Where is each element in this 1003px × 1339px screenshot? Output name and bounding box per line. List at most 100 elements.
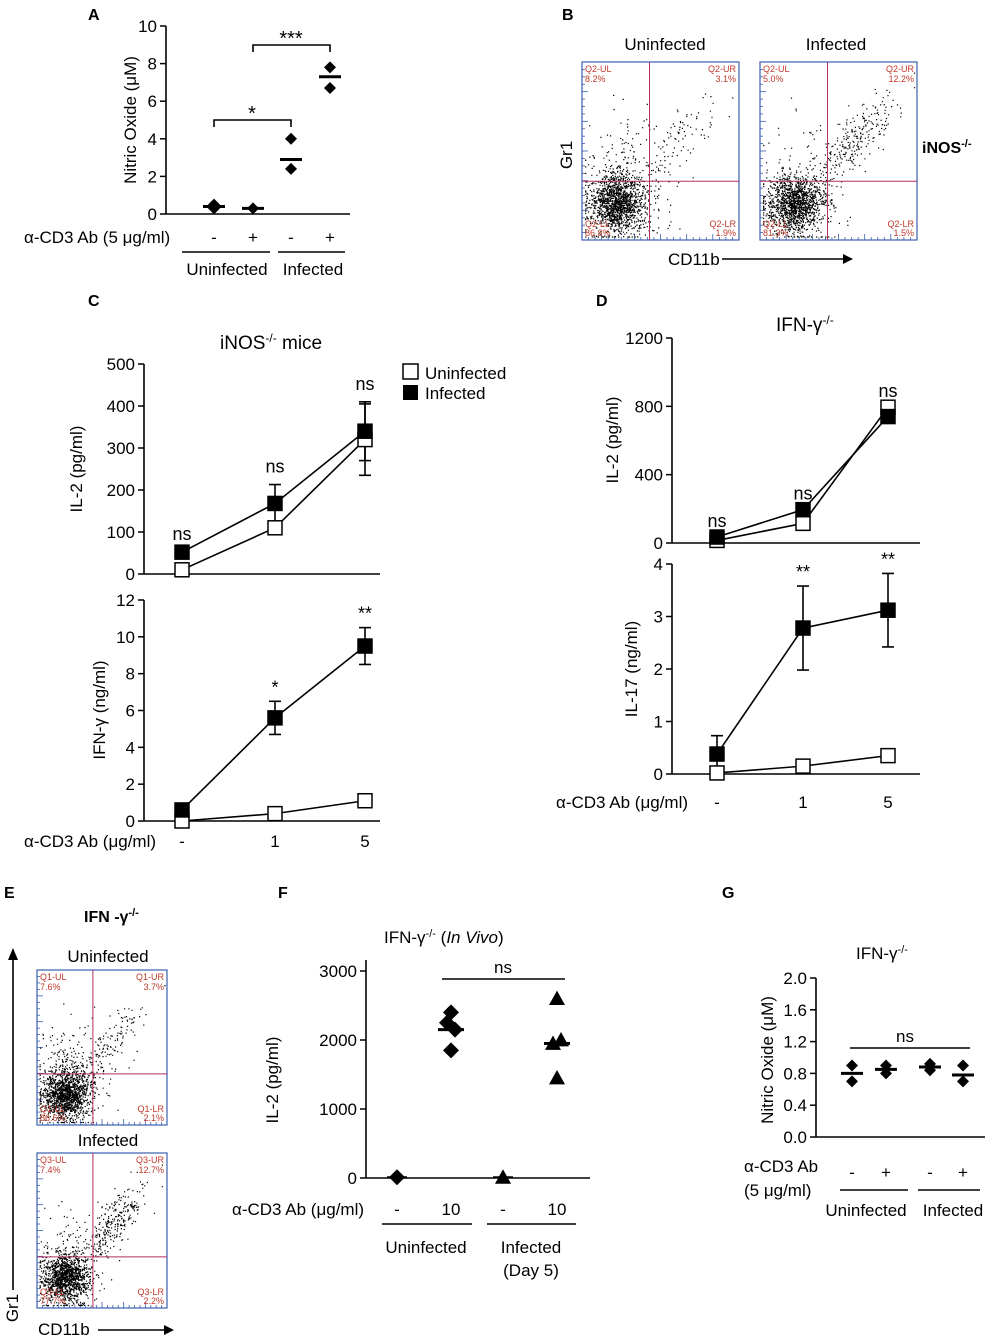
panel-d-cat-0: -	[714, 793, 720, 812]
panel-f-ytick-label-1: 1000	[319, 1100, 357, 1119]
panel-d-cat-2: 5	[883, 793, 892, 812]
panel-f-group-2-sub: (Day 5)	[503, 1261, 559, 1280]
panel-b-label: B	[562, 7, 574, 24]
panel-d-cat-1: 1	[798, 793, 807, 812]
panel-f-treatment-label: α-CD3 Ab (μg/ml)	[232, 1200, 364, 1219]
panel-b-flow-1-ul-name: Q2-UL	[585, 64, 612, 74]
panel-g-title: IFN-γ-/-	[856, 944, 908, 963]
panel-f: F IFN-γ-/- (In Vivo) IL-2 (pg/ml) 0 1000 2…	[232, 885, 590, 1280]
panel-c: C iNOS-/- mice Uninfected Infected IL-2 …	[24, 293, 506, 851]
panel-g-point-0-1	[846, 1075, 858, 1088]
panel-a-treatment-label: α-CD3 Ab (5 μg/ml)	[24, 228, 170, 247]
panel-b-flow-2-ur-value: 12.2%	[888, 74, 914, 84]
panel-g-treatment-label-1: α-CD3 Ab	[744, 1157, 818, 1176]
panel-e-flow-2-ur-value: 12.7%	[138, 1165, 164, 1175]
panel-f-ytick-label-3: 3000	[319, 962, 357, 981]
panel-e-flow-2-ur-name: Q3-UR	[136, 1155, 165, 1165]
panel-g-point-3-0	[957, 1059, 969, 1072]
panel-d-bottom-sig-1: **	[796, 562, 810, 582]
panel-a-group-1: Uninfected	[186, 260, 267, 279]
panel-c-bottom-point-1-0	[174, 802, 190, 818]
panel-b-flow-1-ll-name: Q2-LL	[585, 219, 610, 229]
panel-e-flow-1-ur-name: Q1-UR	[136, 972, 165, 982]
panel-b-flow-2-ur-name: Q2-UR	[886, 64, 915, 74]
panel-a-ytick-label-1: 2	[148, 167, 157, 186]
panel-g-y-label: Nitric Oxide (μM)	[758, 996, 777, 1124]
panel-f-ytick-label-2: 2000	[319, 1031, 357, 1050]
panel-f-sig: ns	[494, 958, 512, 977]
panel-g-point-0-0	[846, 1059, 858, 1072]
panel-a-marks	[203, 61, 341, 215]
panel-e-flow-2-ul-name: Q3-UL	[40, 1155, 67, 1165]
panel-g-label: G	[722, 885, 734, 902]
panel-e-flow-1-ll-name: Q1-LL	[40, 1104, 65, 1114]
panel-d-bottom-marks: 0 1 2 3 4 ** **	[654, 549, 896, 784]
panel-g-ytick-label-2: 0.8	[783, 1064, 807, 1083]
panel-g-ytick-label-1: 0.4	[783, 1096, 807, 1115]
panel-a: A 0 2 4 6 8 10 Nitric Oxide (μM) * *** α-CD3 …	[24, 7, 350, 279]
panel-c-top-ytick-label-0: 0	[126, 565, 135, 584]
panel-a-point-3-0	[324, 82, 336, 95]
panel-e-flow-2-lr-name: Q3-LR	[137, 1287, 164, 1297]
panel-c-top-point-0-1	[267, 520, 283, 536]
panel-e-x-label: CD11b	[38, 1320, 90, 1339]
panel-a-sig-2: ***	[279, 28, 303, 50]
panel-a-point-3-1	[324, 61, 336, 74]
panel-d-top-y-label: IL-2 (pg/ml)	[603, 397, 622, 484]
panel-a-bracket-2	[252, 44, 331, 52]
panel-d-categories: - 1 5	[714, 793, 893, 812]
panel-c-top-point-1-0	[174, 544, 190, 560]
panel-f-point-3-0	[549, 990, 565, 1005]
panel-g-point-1-0	[880, 1059, 892, 1072]
panel-b-x-arrowhead	[843, 254, 853, 264]
panel-c-bottom-ytick-label-2: 4	[126, 738, 135, 757]
panel-g-treat-1: -	[849, 1163, 855, 1182]
panel-f-treat-1: -	[394, 1200, 400, 1219]
panel-d-top-marks: 0 400 800 1200 ns ns ns	[625, 329, 897, 553]
panel-g-treat-2: +	[881, 1163, 891, 1182]
panel-g-group-2: Infected	[923, 1201, 984, 1220]
panel-f-marks: 0 1000 2000 3000	[319, 962, 570, 1188]
panel-b-flow-1-ul-value: 8.2%	[585, 74, 606, 84]
panel-a-point-0-1	[208, 198, 220, 211]
panel-e-x-arrowhead	[164, 1325, 174, 1335]
panel-g-ytick-label-5: 2.0	[783, 969, 807, 988]
panel-g-group-1: Uninfected	[825, 1201, 906, 1220]
panel-c-top-ytick-label-5: 500	[107, 355, 135, 374]
panel-f-point-3-2	[545, 1035, 561, 1050]
panel-a-y-label: Nitric Oxide (μM)	[121, 56, 140, 184]
panel-c-top-sig-2: ns	[355, 374, 374, 394]
panel-c-bottom-y-label: IFN-γ (ng/ml)	[90, 660, 109, 759]
panel-c-legend-infected-marker	[403, 385, 418, 400]
panel-d-top-ytick-label-3: 1200	[625, 329, 663, 348]
panel-d-bottom-ytick-label-1: 1	[654, 713, 663, 732]
panel-d-bottom-ytick-label-2: 2	[654, 660, 663, 679]
panel-a-ytick-label-4: 8	[148, 55, 157, 74]
panel-e-title-1: Uninfected	[67, 947, 148, 966]
panel-g-ytick-label-3: 1.2	[783, 1033, 807, 1052]
panel-a-ytick-label-3: 6	[148, 92, 157, 111]
panel-e-flow-2-events	[39, 1164, 164, 1307]
panel-f-point-1-3	[443, 1042, 459, 1059]
panel-c-top-point-0-0	[174, 562, 190, 578]
panel-b-flow-2-events	[763, 72, 916, 238]
panel-d: D IFN-γ-/- IL-2 (pg/ml) 0 400 800 1200 ns ns n…	[556, 293, 920, 812]
panel-e-flow-1-ul-value: 7.6%	[40, 982, 61, 992]
panel-d-top-ytick-label-1: 400	[635, 466, 663, 485]
panel-f-treat-4: 10	[548, 1200, 567, 1219]
panel-b-flow-2-lr-name: Q2-LR	[887, 219, 914, 229]
panel-b-y-label: Gr1	[557, 141, 576, 169]
panel-c-cat-2: 5	[360, 832, 369, 851]
panel-c-legend-uninfected-marker	[402, 363, 419, 380]
panel-f-point-1-2	[447, 1021, 463, 1038]
panel-c-top-sig-0: ns	[172, 524, 191, 544]
panel-c-top-point-1-2	[357, 423, 373, 439]
panel-c-bottom-sig-1: *	[271, 677, 278, 697]
panel-g-treat-3: -	[927, 1163, 933, 1182]
panel-b: B Uninfected Infected Q2-UL8.2%Q2-UR3.1%…	[557, 7, 972, 269]
panel-a-ytick-label-0: 0	[148, 205, 157, 224]
panel-e-flow-2-ll-value: 77.7%	[40, 1296, 66, 1306]
